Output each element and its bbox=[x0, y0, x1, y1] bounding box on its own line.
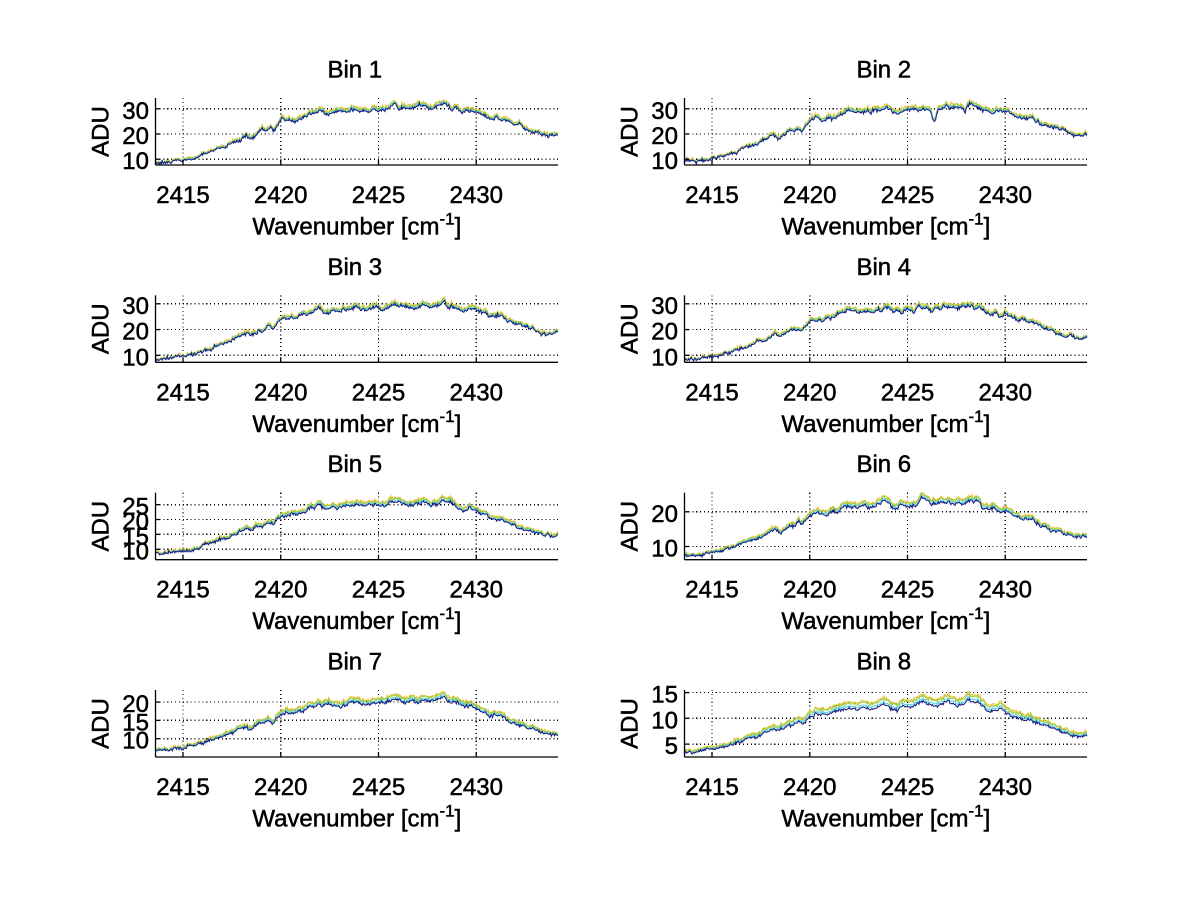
svg-text:2415: 2415 bbox=[156, 379, 209, 406]
svg-text:ADU: ADU bbox=[88, 698, 115, 749]
svg-text:2420: 2420 bbox=[783, 182, 836, 209]
svg-text:Wavenumber [cm-1]: Wavenumber [cm-1] bbox=[781, 802, 990, 833]
svg-text:10: 10 bbox=[651, 707, 678, 734]
svg-text:2420: 2420 bbox=[254, 774, 307, 801]
svg-text:Bin 8: Bin 8 bbox=[856, 649, 911, 676]
svg-text:30: 30 bbox=[122, 98, 149, 125]
svg-text:2420: 2420 bbox=[783, 379, 836, 406]
svg-text:2420: 2420 bbox=[783, 774, 836, 801]
svg-text:15: 15 bbox=[122, 523, 149, 550]
svg-text:20: 20 bbox=[122, 509, 149, 536]
svg-text:2420: 2420 bbox=[254, 577, 307, 604]
svg-text:5: 5 bbox=[665, 733, 678, 760]
svg-text:Bin 3: Bin 3 bbox=[327, 254, 382, 281]
svg-text:20: 20 bbox=[651, 319, 678, 346]
svg-text:Wavenumber [cm-1]: Wavenumber [cm-1] bbox=[781, 604, 990, 635]
svg-text:25: 25 bbox=[122, 494, 149, 521]
svg-text:2425: 2425 bbox=[881, 379, 934, 406]
svg-text:2425: 2425 bbox=[352, 182, 405, 209]
svg-text:2430: 2430 bbox=[450, 577, 503, 604]
svg-text:10: 10 bbox=[651, 344, 678, 371]
svg-text:Wavenumber [cm-1]: Wavenumber [cm-1] bbox=[252, 407, 461, 438]
svg-text:20: 20 bbox=[122, 691, 149, 718]
svg-text:ADU: ADU bbox=[617, 501, 644, 552]
svg-text:10: 10 bbox=[122, 728, 149, 755]
svg-text:10: 10 bbox=[122, 538, 149, 565]
svg-text:Wavenumber [cm-1]: Wavenumber [cm-1] bbox=[781, 407, 990, 438]
svg-text:2430: 2430 bbox=[979, 774, 1032, 801]
svg-text:2420: 2420 bbox=[783, 577, 836, 604]
svg-text:2425: 2425 bbox=[352, 774, 405, 801]
svg-text:2425: 2425 bbox=[352, 577, 405, 604]
svg-text:Wavenumber [cm-1]: Wavenumber [cm-1] bbox=[252, 604, 461, 635]
svg-text:Bin 1: Bin 1 bbox=[327, 57, 382, 84]
svg-text:20: 20 bbox=[651, 123, 678, 150]
svg-text:ADU: ADU bbox=[617, 106, 644, 157]
svg-text:30: 30 bbox=[122, 293, 149, 320]
svg-text:2415: 2415 bbox=[156, 774, 209, 801]
svg-text:2425: 2425 bbox=[352, 379, 405, 406]
svg-text:Bin 7: Bin 7 bbox=[327, 649, 382, 676]
svg-text:ADU: ADU bbox=[617, 698, 644, 749]
svg-text:2415: 2415 bbox=[156, 182, 209, 209]
svg-text:2415: 2415 bbox=[685, 577, 738, 604]
svg-text:10: 10 bbox=[122, 148, 149, 175]
svg-text:20: 20 bbox=[651, 501, 678, 528]
svg-text:2430: 2430 bbox=[450, 774, 503, 801]
svg-text:2420: 2420 bbox=[254, 379, 307, 406]
svg-text:ADU: ADU bbox=[88, 106, 115, 157]
svg-text:2430: 2430 bbox=[450, 182, 503, 209]
svg-text:20: 20 bbox=[122, 319, 149, 346]
svg-text:2430: 2430 bbox=[450, 379, 503, 406]
svg-text:20: 20 bbox=[122, 123, 149, 150]
svg-text:ADU: ADU bbox=[617, 303, 644, 354]
svg-text:2415: 2415 bbox=[156, 577, 209, 604]
svg-text:2415: 2415 bbox=[685, 182, 738, 209]
svg-text:ADU: ADU bbox=[88, 303, 115, 354]
svg-text:10: 10 bbox=[651, 536, 678, 563]
svg-text:Bin 6: Bin 6 bbox=[856, 451, 911, 478]
svg-text:15: 15 bbox=[122, 709, 149, 736]
svg-text:Bin 4: Bin 4 bbox=[856, 254, 911, 281]
svg-text:30: 30 bbox=[651, 98, 678, 125]
svg-text:2415: 2415 bbox=[685, 774, 738, 801]
svg-text:10: 10 bbox=[651, 148, 678, 175]
svg-text:Wavenumber [cm-1]: Wavenumber [cm-1] bbox=[781, 210, 990, 241]
svg-text:2430: 2430 bbox=[979, 182, 1032, 209]
svg-text:10: 10 bbox=[122, 344, 149, 371]
svg-text:2415: 2415 bbox=[685, 379, 738, 406]
svg-text:Wavenumber [cm-1]: Wavenumber [cm-1] bbox=[252, 802, 461, 833]
svg-text:2430: 2430 bbox=[979, 577, 1032, 604]
svg-text:Wavenumber [cm-1]: Wavenumber [cm-1] bbox=[252, 210, 461, 241]
svg-text:2425: 2425 bbox=[881, 182, 934, 209]
svg-text:2425: 2425 bbox=[881, 774, 934, 801]
svg-text:2430: 2430 bbox=[979, 379, 1032, 406]
svg-text:Bin 5: Bin 5 bbox=[327, 451, 382, 478]
svg-text:Bin 2: Bin 2 bbox=[856, 57, 911, 84]
svg-text:2425: 2425 bbox=[881, 577, 934, 604]
svg-text:15: 15 bbox=[651, 682, 678, 709]
svg-text:30: 30 bbox=[651, 293, 678, 320]
svg-text:2420: 2420 bbox=[254, 182, 307, 209]
svg-text:ADU: ADU bbox=[88, 501, 115, 552]
